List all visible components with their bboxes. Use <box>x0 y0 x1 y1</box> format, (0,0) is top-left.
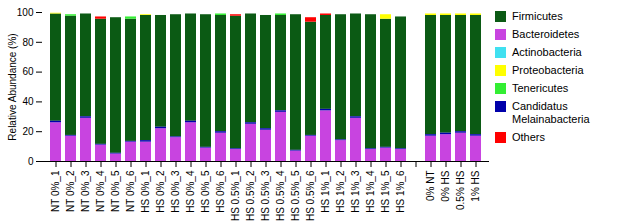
svg-text:HS 0%_6: HS 0%_6 <box>215 170 226 213</box>
svg-text:HS 0.5%_1: HS 0.5%_1 <box>230 170 241 221</box>
svg-text:HS 0.5%_3: HS 0.5%_3 <box>260 170 271 221</box>
svg-text:NT 0%_5: NT 0%_5 <box>110 170 121 212</box>
html-text:Others: Others <box>512 131 545 143</box>
svg-text:HS 1%_3: HS 1%_3 <box>350 170 361 213</box>
html-text:Candidatus Melainabacteria: Candidatus Melainabacteria <box>512 100 590 125</box>
svg-text:HS 0%_4: HS 0%_4 <box>185 170 196 213</box>
svg-text:1% HS: 1% HS <box>470 170 481 201</box>
svg-text:100: 100 <box>17 7 34 18</box>
svg-text:HS 1%_4: HS 1%_4 <box>365 170 376 213</box>
svg-text:HS 0%_2: HS 0%_2 <box>155 170 166 213</box>
svg-text:HS 0.5%_2: HS 0.5%_2 <box>245 170 256 221</box>
html-text:Bacteroidetes: Bacteroidetes <box>512 28 580 40</box>
svg-text:0.5% HS: 0.5% HS <box>455 170 466 210</box>
svg-text:HS 0%_5: HS 0%_5 <box>200 170 211 213</box>
svg-text:20: 20 <box>22 126 34 137</box>
svg-text:NT 0%_2: NT 0%_2 <box>65 170 76 212</box>
svg-text:0% NT: 0% NT <box>425 171 436 202</box>
html-text:Actinobacteria: Actinobacteria <box>512 46 582 58</box>
svg-text:NT 0%_4: NT 0%_4 <box>95 170 106 212</box>
svg-text:NT 0%_3: NT 0%_3 <box>80 170 91 212</box>
svg-text:HS 0.5%_6: HS 0.5%_6 <box>305 170 316 221</box>
svg-text:40: 40 <box>22 96 34 107</box>
svg-text:Relative Abundance (%): Relative Abundance (%) <box>7 33 18 140</box>
html-text:Proteobacteria: Proteobacteria <box>512 64 584 76</box>
html-text:Firmicutes: Firmicutes <box>512 10 563 22</box>
svg-text:HS 1%_2: HS 1%_2 <box>335 170 346 213</box>
svg-text:HS 1%_1: HS 1%_1 <box>320 170 331 213</box>
svg-text:NT 0%_6: NT 0%_6 <box>125 170 136 212</box>
svg-text:HS 0%_1: HS 0%_1 <box>140 170 151 213</box>
svg-text:NT 0%_1: NT 0%_1 <box>50 170 61 212</box>
svg-text:HS 0.5%_4: HS 0.5%_4 <box>275 170 286 221</box>
svg-text:HS 1%_6: HS 1%_6 <box>395 170 406 213</box>
svg-text:60: 60 <box>22 66 34 77</box>
svg-text:HS 0.5%_5: HS 0.5%_5 <box>290 170 301 221</box>
svg-text:0% HS: 0% HS <box>440 170 451 201</box>
svg-text:HS 1%_5: HS 1%_5 <box>380 170 391 213</box>
svg-text:HS 0%_3: HS 0%_3 <box>170 170 181 213</box>
html-text:Tenericutes: Tenericutes <box>512 82 569 94</box>
svg-text:0: 0 <box>28 156 34 167</box>
svg-text:80: 80 <box>22 37 34 48</box>
